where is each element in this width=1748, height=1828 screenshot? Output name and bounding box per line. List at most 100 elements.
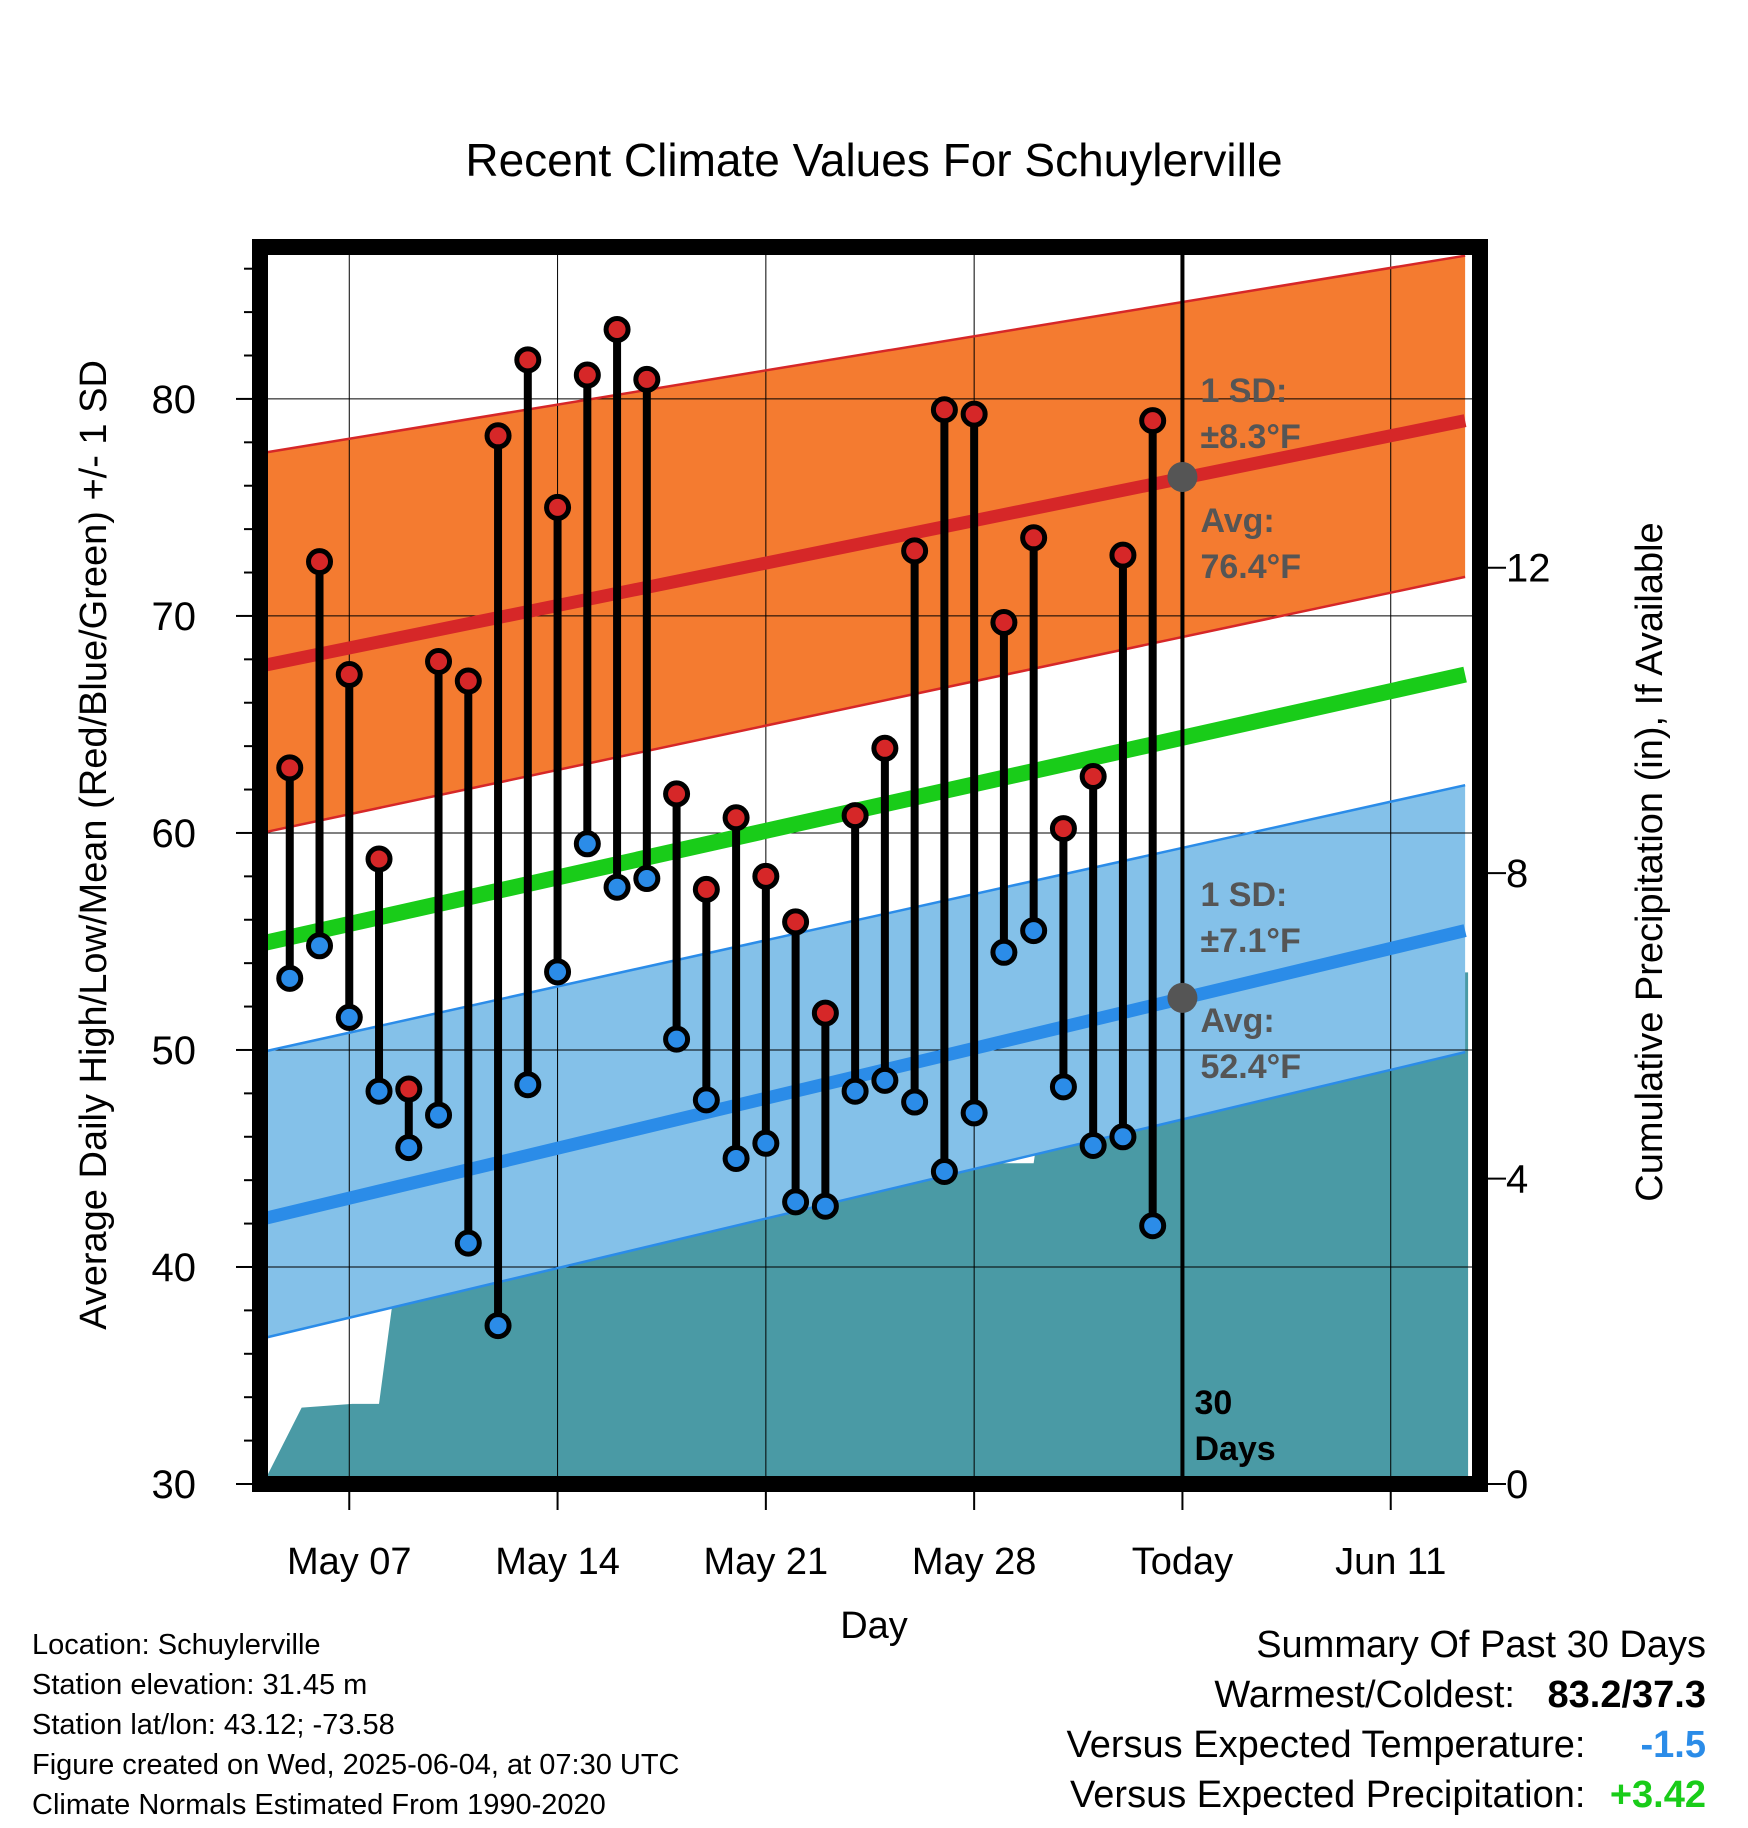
daily-high-point: [901, 537, 929, 565]
high-sd-value: ±8.3°F: [1200, 418, 1300, 456]
daily-high-point: [1139, 407, 1167, 435]
low-sd-value: ±7.1°F: [1200, 922, 1300, 960]
low-avg-label: Avg:: [1200, 1002, 1274, 1040]
high-sd-lower-line: [261, 575, 1466, 835]
daily-high-point: [1109, 541, 1137, 569]
low-sd-label: 1 SD:: [1200, 876, 1287, 914]
y-left-tick-label: 40: [152, 1246, 197, 1290]
info-elevation: Station elevation: 31.45 m: [32, 1669, 368, 1701]
daily-high-point: [454, 667, 482, 695]
low-sd-upper-line: [261, 783, 1466, 1054]
chart-title: Recent Climate Values For Schuylerville: [465, 134, 1282, 186]
high-avg-value: 76.4°F: [1200, 548, 1301, 586]
y-left-tick-label: 50: [152, 1029, 197, 1073]
daily-high-point: [782, 908, 810, 936]
period-number: 30: [1194, 1384, 1232, 1422]
daily-low-point: [1109, 1123, 1137, 1151]
daily-low-point: [960, 1099, 988, 1127]
daily-high-point: [1020, 524, 1048, 552]
high-sd-label: 1 SD:: [1200, 372, 1287, 410]
plot-inner: [260, 247, 1480, 1484]
daily-low-point: [692, 1086, 720, 1114]
info-location: Location: Schuylerville: [32, 1629, 321, 1661]
daily-high-point: [306, 548, 334, 576]
summary-warm-cold-value: 83.2/37.3: [1547, 1674, 1706, 1716]
daily-high-point: [395, 1075, 423, 1103]
y-right-tick-label: 8: [1506, 852, 1528, 896]
daily-low-point: [544, 958, 572, 986]
daily-low-point: [871, 1066, 899, 1094]
info-created: Figure created on Wed, 2025-06-04, at 07…: [32, 1749, 680, 1781]
low-sd-lower-line: [261, 1050, 1466, 1340]
daily-high-point: [425, 648, 453, 676]
daily-high-point: [544, 493, 572, 521]
daily-high-point: [276, 754, 304, 782]
summary-temp-value: -1.5: [1640, 1724, 1706, 1766]
daily-low-point: [930, 1157, 958, 1185]
daily-low-point: [1079, 1131, 1107, 1159]
high-avg-label: Avg:: [1200, 502, 1274, 540]
daily-low-point: [1139, 1212, 1167, 1240]
y-axis-right-label: Cumulative Precipitation (in), If Availa…: [1629, 522, 1671, 1201]
daily-high-point: [603, 315, 631, 343]
summary-precip-value: +3.42: [1609, 1774, 1706, 1816]
y-left-tick-label: 60: [152, 812, 197, 856]
daily-low-point: [306, 932, 334, 960]
daily-low-point: [365, 1077, 393, 1105]
y-right-tick-label: 4: [1506, 1158, 1528, 1202]
daily-high-point: [841, 802, 869, 830]
station-info: Location: Schuylerville Station elevatio…: [32, 1625, 680, 1825]
daily-high-point: [335, 661, 363, 689]
summary-warm-cold-label: Warmest/Coldest:: [1214, 1674, 1515, 1716]
daily-high-point: [960, 400, 988, 428]
summary-precip-label: Versus Expected Precipitation:: [1070, 1774, 1586, 1816]
x-axis-label: Day: [840, 1605, 908, 1647]
daily-low-point: [901, 1088, 929, 1116]
y-axis-left-label: Average Daily High/Low/Mean (Red/Blue/Gr…: [73, 360, 115, 1330]
summary-temp-label: Versus Expected Temperature:: [1066, 1724, 1586, 1766]
plot-area: 1 SD: ±8.3°F Avg: 76.4°F 1 SD: ±7.1°F Avg: 52.4…: [152, 239, 1551, 1583]
x-tick-label: May 28: [912, 1541, 1037, 1583]
daily-low-point: [1049, 1073, 1077, 1101]
daily-low-point: [276, 964, 304, 992]
daily-high-point: [573, 361, 601, 389]
low-avg-line: [260, 924, 1467, 1226]
daily-high-point: [633, 365, 661, 393]
daily-high-point: [722, 804, 750, 832]
summary-panel: Summary Of Past 30 Days Warmest/Coldest:…: [1067, 1620, 1706, 1820]
daily-low-point: [1020, 917, 1048, 945]
high-avg-line: [260, 414, 1467, 673]
low-avg-value: 52.4°F: [1200, 1048, 1301, 1086]
daily-high-point: [365, 845, 393, 873]
daily-low-point: [335, 1003, 363, 1031]
high-sd-upper-line: [261, 254, 1466, 455]
daily-high-point: [871, 734, 899, 762]
daily-low-point: [663, 1025, 691, 1053]
x-tick-label: May 21: [704, 1541, 829, 1583]
daily-low-point: [990, 938, 1018, 966]
plot-frame: [252, 239, 1488, 1492]
summary-precip-row: Versus Expected Precipitation: +3.42: [1067, 1770, 1706, 1820]
daily-low-point: [782, 1188, 810, 1216]
x-tick-label: May 07: [287, 1541, 412, 1583]
daily-low-point: [722, 1144, 750, 1172]
daily-low-point: [841, 1077, 869, 1105]
daily-low-point: [603, 873, 631, 901]
x-tick-label: May 14: [495, 1541, 620, 1583]
daily-high-point: [692, 875, 720, 903]
low-sd-band: [261, 785, 1466, 1339]
period-unit: Days: [1194, 1430, 1275, 1468]
y-left-tick-label: 80: [152, 378, 197, 422]
high-avg-marker: [1167, 462, 1198, 493]
y-left-tick-label: 70: [152, 595, 197, 639]
daily-high-point: [484, 422, 512, 450]
daily-low-point: [454, 1229, 482, 1257]
daily-high-point: [1079, 763, 1107, 791]
daily-high-point: [990, 608, 1018, 636]
daily-low-point: [395, 1134, 423, 1162]
y-right-tick-label: 0: [1506, 1463, 1528, 1507]
daily-low-point: [514, 1071, 542, 1099]
daily-low-point: [573, 830, 601, 858]
daily-low-point: [752, 1129, 780, 1157]
